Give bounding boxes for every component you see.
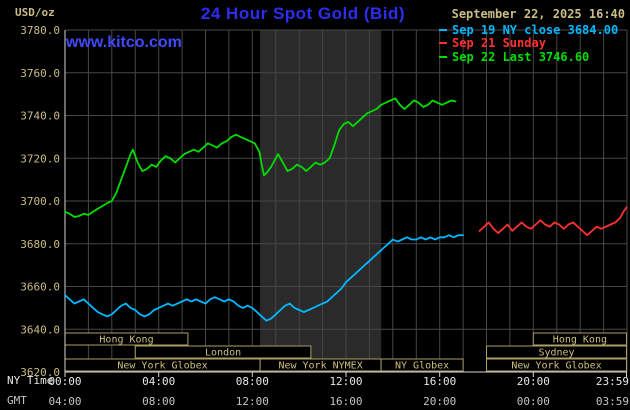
session-label: Sydney: [538, 348, 574, 359]
session-box: [486, 345, 627, 359]
session-label: Hong Kong: [99, 335, 153, 346]
series-line-sep-21: [478, 206, 628, 237]
gmt-axis-label: GMT: [7, 394, 27, 407]
gmt-tick-label: 08:00: [142, 395, 175, 408]
session-label: London: [205, 348, 241, 359]
legend-label: Sep 22 Last 3746.60: [452, 49, 590, 64]
session-label: Hong Kong: [553, 335, 607, 346]
gmt-tick-label: 00:00: [517, 395, 550, 408]
ny-time-tick-label: 12:00: [329, 375, 362, 388]
ny-time-tick-label: 00:00: [48, 375, 81, 388]
legend: Sep 19 NY close 3684.00 Sep 21 Sunday Se…: [439, 23, 618, 64]
series-line-sep-19: [64, 234, 465, 322]
session-box: [380, 358, 464, 372]
datetime-label: September 22, 2025 16:40: [451, 7, 625, 21]
ny-time-tick-label: 04:00: [142, 375, 175, 388]
y-tick-label: 3760.0: [20, 67, 60, 80]
gmt-tick-label: 12:00: [236, 395, 269, 408]
session-box: [532, 332, 627, 346]
y-tick-label: 3640.0: [20, 323, 60, 336]
series-line-sep-22: [64, 97, 457, 218]
legend-dash-icon: [439, 28, 447, 31]
gmt-tick-label: 03:59: [596, 395, 629, 408]
legend-label: Sep 19 NY close 3684.00: [452, 22, 619, 37]
gmt-tick-label: 04:00: [48, 395, 81, 408]
legend-item-sep19: Sep 19 NY close 3684.00: [439, 23, 618, 37]
session-label: New York Globex: [511, 361, 601, 372]
y-tick-label: 3680.0: [20, 238, 60, 251]
session-label: New York Globex: [117, 361, 207, 372]
y-tick-label: 3780.0: [20, 24, 60, 37]
legend-item-sep22: Sep 22 Last 3746.60: [439, 50, 618, 64]
ny-time-tick-label: 20:00: [517, 375, 550, 388]
y-tick-label: 3720.0: [20, 152, 60, 165]
gmt-tick-label: 20:00: [423, 395, 456, 408]
y-tick-label: 3620.0: [20, 366, 60, 379]
gmt-tick-label: 16:00: [329, 395, 362, 408]
legend-dash-icon: [439, 42, 447, 45]
ny-time-axis-label: NY Time: [7, 374, 54, 387]
ny-time-tick-label: 23:59: [596, 375, 629, 388]
legend-item-sep21: Sep 21 Sunday: [439, 36, 618, 51]
legend-label: Sep 21 Sunday: [452, 36, 546, 51]
page-title: 24 Hour Spot Gold (Bid): [200, 4, 406, 23]
y-tick-label: 3660.0: [20, 281, 60, 294]
kitco-watermark-link[interactable]: www.kitco.com: [66, 34, 182, 51]
y-tick-label: 3740.0: [20, 110, 60, 123]
session-label: NY Globex: [395, 361, 449, 372]
session-label: New York NYMEX: [278, 361, 362, 372]
session-box: [134, 345, 312, 359]
unit-label: USD/oz: [15, 6, 55, 19]
ny-time-tick-label: 08:00: [236, 375, 269, 388]
legend-dash-icon: [439, 55, 447, 58]
y-tick-label: 3700.0: [20, 195, 60, 208]
ny-time-tick-label: 16:00: [423, 375, 456, 388]
session-box: [486, 358, 627, 372]
